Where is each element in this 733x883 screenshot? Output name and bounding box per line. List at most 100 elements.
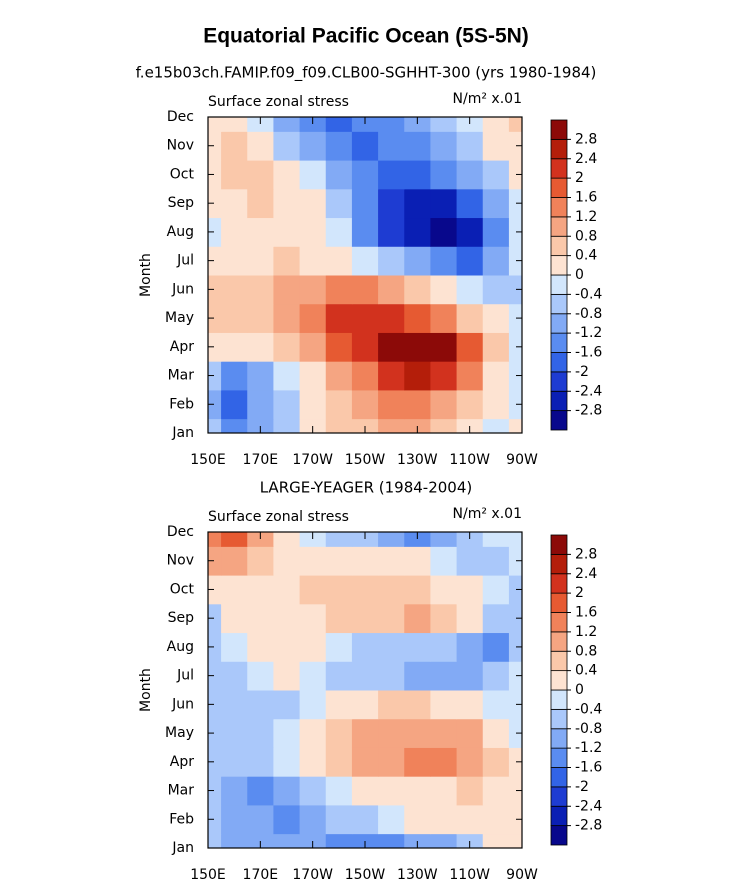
colorbar-label: 0	[575, 267, 584, 283]
colorbar-label: -2.8	[575, 403, 602, 419]
colorbar-box	[550, 631, 568, 652]
field-cell	[351, 160, 379, 190]
field-cell	[221, 117, 248, 132]
field-cell	[378, 217, 405, 247]
field-cell	[430, 776, 458, 806]
field-cell	[456, 661, 484, 691]
colorbar-box	[550, 786, 568, 807]
field-cell	[273, 117, 301, 132]
field-cell	[482, 217, 510, 247]
field-cell	[430, 632, 458, 662]
field-cell	[378, 747, 405, 777]
y-tick-label: Aug	[167, 639, 194, 655]
colorbar-box	[550, 534, 568, 555]
field-cell	[508, 160, 522, 190]
field-cell	[430, 217, 458, 247]
field-cell	[247, 217, 274, 247]
field-cell	[378, 117, 405, 132]
field-cell	[456, 117, 484, 132]
field-cell	[456, 217, 484, 247]
field-cell	[351, 303, 379, 333]
field-cell	[273, 246, 301, 276]
field-cell	[456, 532, 484, 547]
field-cell	[430, 747, 458, 777]
field-cell	[351, 632, 379, 662]
field-cell	[273, 303, 301, 333]
y-axis-title: Month	[138, 668, 154, 712]
field-cell	[430, 117, 458, 132]
field-cell	[378, 160, 405, 190]
field-cell	[508, 575, 522, 605]
field-cell	[325, 804, 353, 835]
field-cell	[404, 603, 431, 634]
field-cell	[273, 361, 301, 391]
field-cell	[404, 546, 431, 576]
colorbar-label: -2.4	[575, 383, 602, 399]
field-cell	[482, 546, 510, 576]
field-cell	[404, 131, 431, 161]
field-cell	[208, 546, 222, 576]
y-tick-label: Nov	[167, 553, 194, 569]
field-cell	[273, 804, 301, 835]
field-cell	[325, 546, 353, 576]
field-cell	[482, 776, 510, 806]
field-cell	[456, 546, 484, 576]
field-cell	[378, 389, 405, 420]
field-cell	[208, 361, 222, 391]
field-cell	[273, 603, 301, 634]
field-cell	[247, 303, 274, 333]
field-cell	[273, 718, 301, 748]
field-cell	[273, 389, 301, 420]
field-cell	[456, 690, 484, 720]
field-cell	[482, 160, 510, 190]
field-cell	[404, 246, 431, 276]
field-cell	[404, 632, 431, 662]
y-axis-title: Month	[138, 253, 154, 297]
field-cell	[247, 690, 274, 720]
field-cell	[299, 418, 327, 433]
colorbar-label: -0.4	[575, 701, 602, 717]
field-cell	[456, 718, 484, 748]
field-cell	[247, 160, 274, 190]
field-cell	[247, 804, 274, 835]
field-cell	[378, 718, 405, 748]
y-tick-label: Apr	[170, 754, 194, 770]
field-cell	[508, 275, 522, 305]
field-cell	[208, 575, 222, 605]
field-cell	[208, 275, 222, 305]
field-cell	[299, 833, 327, 848]
colorbar-box	[550, 592, 568, 613]
field-cell	[404, 418, 431, 433]
field-cell	[325, 661, 353, 691]
field-cell	[482, 532, 510, 547]
field-cell	[508, 546, 522, 576]
field-cell	[208, 804, 222, 835]
x-tick-label: 130W	[397, 867, 438, 883]
field-cell	[378, 275, 405, 305]
field-cell	[482, 718, 510, 748]
field-cell	[430, 575, 458, 605]
field-cell	[508, 690, 522, 720]
field-cell	[208, 131, 222, 161]
field-cell	[351, 833, 379, 848]
field-cell	[378, 546, 405, 576]
colorbar-label: 1.2	[575, 209, 597, 225]
colorbar-label: -0.4	[575, 286, 602, 302]
field-cell	[456, 418, 484, 433]
y-tick-label: Nov	[167, 138, 194, 154]
field-cell	[378, 575, 405, 605]
field-cell	[247, 661, 274, 691]
field-cell	[299, 188, 327, 219]
colorbar-label: 2.4	[575, 566, 597, 582]
colorbar-label: 0.8	[575, 643, 597, 659]
field-cell	[221, 776, 248, 806]
field-cell	[208, 632, 222, 662]
field-cell	[430, 188, 458, 219]
field-cell	[221, 833, 248, 848]
colorbar-label: -2.8	[575, 818, 602, 834]
field-cell	[456, 160, 484, 190]
x-tick-label: 150W	[345, 452, 386, 468]
field-cell	[430, 275, 458, 305]
field-cell	[351, 131, 379, 161]
field-cell	[404, 361, 431, 391]
